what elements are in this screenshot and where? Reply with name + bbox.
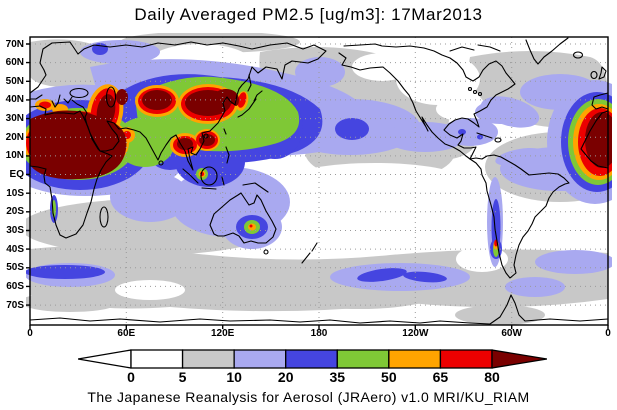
lon-label: 120E <box>210 328 235 339</box>
colorbar-segment <box>336 349 390 369</box>
colorbar-segment <box>285 349 338 369</box>
lat-label: 10N <box>5 150 24 162</box>
lat-label: 60S <box>6 280 24 292</box>
map-plot <box>8 31 617 329</box>
world-map <box>8 31 617 329</box>
colorbar-left-arrow <box>77 349 132 369</box>
lat-label: 40N <box>5 94 24 106</box>
colorbar-right-arrow <box>491 349 548 369</box>
lat-label: 40S <box>6 243 24 255</box>
lat-label: 30N <box>5 113 24 125</box>
colorbar-labels: 0 5 10 20 35 50 65 80 <box>78 369 547 385</box>
lat-label: 70N <box>5 38 24 50</box>
hotspot-mideast <box>96 94 116 128</box>
colorbar-segment <box>181 349 235 369</box>
colorbar-tick-label: 65 <box>432 369 449 385</box>
colorbar-tick-label: 10 <box>226 369 242 385</box>
lat-axis: 70N 60N 50N 40N 30N 20N 10N EQ 10S 20S 30S 40S 50S 60… <box>0 37 25 325</box>
lon-label: 180 <box>310 328 328 339</box>
coastlines <box>29 37 609 325</box>
colorbar-tick-label: 5 <box>178 369 187 385</box>
lat-label: 10S <box>6 187 24 199</box>
lon-axis: 0 60E 120E 180 120W 60W 0 <box>27 328 611 341</box>
lon-label: 60W <box>501 328 522 339</box>
colorbar-segment <box>233 349 287 369</box>
colorbar <box>77 349 548 369</box>
lat-label: 50N <box>5 75 24 87</box>
colorbar-tick-label: 50 <box>381 369 397 385</box>
lon-label: 60E <box>117 328 136 339</box>
caption: The Japanese Reanalysis for Aerosol (JRA… <box>87 389 530 405</box>
lon-label: 120W <box>402 328 429 339</box>
lat-label: 30S <box>6 224 24 236</box>
colorbar-segment <box>439 349 493 369</box>
hotspot-sichuan <box>199 134 215 146</box>
lat-label: 20N <box>5 131 24 143</box>
lon-label: 0 <box>605 328 611 339</box>
colorbar-tick-label: 0 <box>127 369 135 385</box>
lat-label: EQ <box>9 169 24 180</box>
colorbar-segment <box>130 349 184 369</box>
colorbar-segment <box>388 349 442 369</box>
colorbar-svg <box>77 349 548 369</box>
lat-label: 20S <box>6 206 24 218</box>
colorbar-tick-label: 35 <box>329 369 346 385</box>
hotspot-myanmar <box>177 138 193 150</box>
colorbar-tick-label: 80 <box>484 369 500 385</box>
hotspot-central-asia <box>142 90 172 110</box>
chart-title: Daily Averaged PM2.5 [ug/m3]: 17Mar2013 <box>134 5 483 24</box>
colorbar-tick-label: 20 <box>277 369 294 385</box>
lat-label: 50S <box>6 262 24 274</box>
axis-ticks <box>26 36 609 329</box>
lon-label: 0 <box>27 328 33 339</box>
lat-label: 60N <box>5 57 24 69</box>
lat-label: 70S <box>6 299 24 311</box>
hotspot-sahara <box>30 110 127 180</box>
